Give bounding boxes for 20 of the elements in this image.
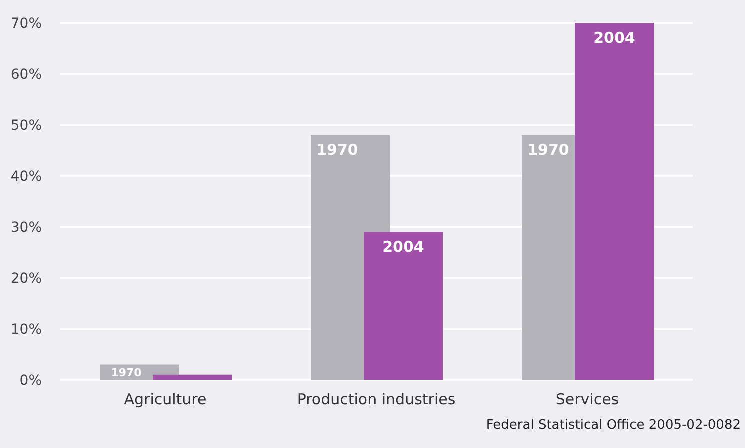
text: 2004 [594,29,636,47]
bar [153,374,232,380]
text: 1970 [316,141,358,160]
series-label: 1970 [111,366,142,380]
y-tick-label: 50% [10,118,42,134]
y-tick-label: 40% [10,168,42,185]
series-label: 2004 [382,238,424,256]
y-tick-label: 60% [10,66,42,83]
y-tick-label: 0% [20,372,42,389]
x-tick-label: Agriculture [124,390,207,409]
x-tick-label: Production industries [297,390,456,409]
text: 1970 [528,141,570,160]
y-tick-label: 70% [10,16,42,32]
bar [575,23,654,380]
text: Federal Statistical Office 2005-02-0082 [486,418,741,433]
y-tick-label: 30% [10,220,42,236]
y-tick-label: 10% [10,322,42,338]
bar [364,232,443,380]
x-tick-label: Services [556,390,620,409]
y-tick-label: 20% [10,270,42,287]
